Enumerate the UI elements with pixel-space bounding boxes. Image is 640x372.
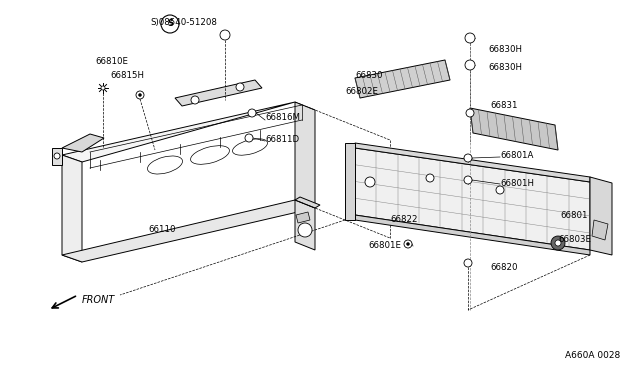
Text: 66810E: 66810E — [95, 58, 128, 67]
Circle shape — [466, 109, 474, 117]
Text: 66801: 66801 — [560, 211, 588, 219]
Circle shape — [161, 15, 179, 33]
Circle shape — [496, 186, 504, 194]
Polygon shape — [62, 155, 82, 262]
Circle shape — [245, 134, 253, 142]
Text: 66801E: 66801E — [368, 241, 401, 250]
Text: 66830H: 66830H — [488, 45, 522, 55]
Circle shape — [54, 153, 60, 159]
Circle shape — [551, 236, 565, 250]
Circle shape — [555, 240, 561, 246]
Polygon shape — [62, 134, 104, 152]
Circle shape — [465, 33, 475, 43]
Polygon shape — [295, 200, 315, 250]
Text: A660A 0028: A660A 0028 — [564, 351, 620, 360]
Circle shape — [136, 91, 144, 99]
Circle shape — [248, 109, 256, 117]
Text: S: S — [167, 19, 173, 29]
Circle shape — [464, 154, 472, 162]
Circle shape — [101, 86, 105, 90]
Text: 66815H: 66815H — [110, 71, 144, 80]
Text: 66830: 66830 — [355, 71, 383, 80]
Text: 66110: 66110 — [148, 225, 175, 234]
Ellipse shape — [191, 146, 229, 164]
Polygon shape — [52, 148, 62, 165]
Polygon shape — [345, 143, 355, 220]
Circle shape — [465, 60, 475, 70]
Polygon shape — [175, 80, 262, 106]
Polygon shape — [295, 102, 315, 208]
Circle shape — [298, 223, 312, 237]
Circle shape — [220, 30, 230, 40]
Circle shape — [464, 259, 472, 267]
Polygon shape — [295, 197, 320, 208]
Text: FRONT: FRONT — [82, 295, 115, 305]
Text: 66830H: 66830H — [488, 64, 522, 73]
Circle shape — [426, 174, 434, 182]
Polygon shape — [62, 200, 315, 262]
Circle shape — [464, 176, 472, 184]
Text: 66801A: 66801A — [500, 151, 533, 160]
Polygon shape — [62, 102, 295, 162]
Text: 66811D: 66811D — [265, 135, 299, 144]
Polygon shape — [355, 215, 590, 255]
Polygon shape — [355, 143, 590, 182]
Circle shape — [406, 243, 410, 246]
Circle shape — [138, 93, 141, 96]
Text: 66816M: 66816M — [265, 113, 300, 122]
Ellipse shape — [147, 156, 182, 174]
Polygon shape — [470, 108, 558, 150]
Text: 66831: 66831 — [490, 100, 518, 109]
Text: 66803E: 66803E — [558, 235, 591, 244]
Text: S)08540-51208: S)08540-51208 — [150, 17, 217, 26]
Circle shape — [191, 96, 199, 104]
Polygon shape — [355, 60, 450, 98]
Text: 66822: 66822 — [390, 215, 417, 224]
Text: 66820: 66820 — [490, 263, 518, 273]
Polygon shape — [296, 212, 310, 223]
Ellipse shape — [232, 139, 268, 155]
Polygon shape — [355, 148, 590, 250]
Polygon shape — [592, 220, 608, 240]
Polygon shape — [590, 177, 612, 255]
Circle shape — [404, 240, 412, 248]
Text: 66802E: 66802E — [345, 87, 378, 96]
Circle shape — [236, 83, 244, 91]
Text: 66801H: 66801H — [500, 179, 534, 187]
Circle shape — [365, 177, 375, 187]
